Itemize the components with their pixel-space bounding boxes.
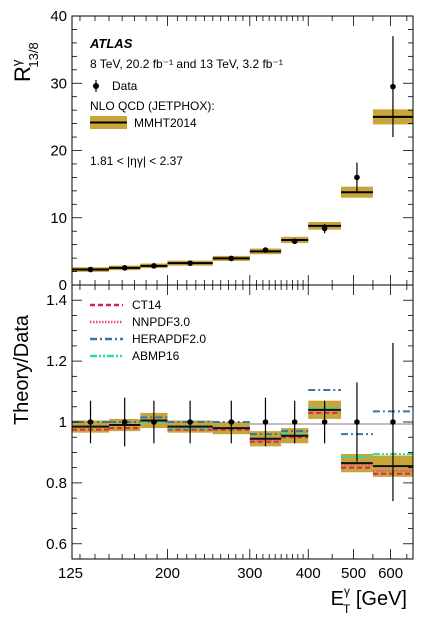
top-y-sub: 13/8	[26, 42, 41, 67]
atlas-label: ATLAS	[89, 36, 133, 51]
bot-data-point-6	[291, 419, 298, 425]
top-y-sup: γ	[9, 59, 24, 66]
top-data-point-0	[87, 266, 94, 273]
legend-data-label: Data	[112, 79, 138, 93]
top-data-point-4	[228, 255, 235, 262]
legend-label-3: ABMP16	[132, 349, 180, 363]
bot-data-point-1	[121, 419, 128, 425]
x-tick-label-500: 500	[341, 565, 366, 582]
theory-data-panel: 0.6 0.8 1 1.2 1.4 125 200 300 400 500 600 Theory/…	[11, 284, 414, 616]
top-ytick-label-0: 0	[59, 277, 67, 294]
legend-mmht-label: MMHT2014	[134, 116, 197, 130]
bot-ytick-label-3: 1.2	[46, 353, 67, 370]
bot-data-point-7	[321, 419, 328, 425]
x-tick-label-200: 200	[155, 565, 180, 582]
bot-ytick-label-4: 1.4	[46, 292, 67, 309]
bottom-y-axis-title: Theory/Data	[11, 314, 33, 425]
top-y-main: R	[10, 66, 35, 82]
region-text: 1.81 < |ηγ| < 2.37	[90, 154, 183, 168]
top-ytick-label-20: 20	[50, 143, 67, 160]
legend-theory-header: NLO QCD (JETPHOX):	[90, 99, 215, 113]
bot-data-point-4	[228, 419, 235, 425]
x-title-unit: [GeV]	[350, 588, 407, 610]
ratio-panel: 0 10 20 30 40 Rγ 13/8 ATLAS 8 TeV, 20.2 fb⁻¹ …	[9, 8, 414, 294]
x-tick-label-400: 400	[296, 565, 321, 582]
top-data-point-8	[354, 174, 360, 181]
top-ytick-label-40: 40	[50, 8, 67, 25]
top-data-point-6	[291, 238, 298, 245]
lumi-text: 8 TeV, 20.2 fb⁻¹ and 13 TeV, 3.2 fb⁻¹	[90, 57, 283, 71]
x-tick-label-600: 600	[378, 565, 403, 582]
top-data-point-7	[321, 225, 328, 232]
bot-data-point-9	[390, 419, 396, 425]
bot-data-point-3	[187, 419, 193, 425]
x-title-main: E	[331, 588, 344, 610]
x-tick-label-300: 300	[237, 565, 262, 582]
top-data-point-9	[390, 83, 396, 90]
bot-ytick-label-0: 0.6	[46, 536, 67, 553]
legend-label-2: HERAPDF2.0	[132, 332, 206, 346]
bot-data-point-2	[151, 419, 157, 425]
x-title-sup: γ	[344, 584, 350, 598]
bot-data-point-8	[354, 419, 360, 425]
top-data-point-5	[262, 247, 269, 253]
bot-data-point-0	[87, 419, 94, 425]
top-ytick-label-30: 30	[50, 75, 67, 92]
top-data-point-2	[151, 263, 157, 269]
legend-label-0: CT14	[132, 298, 162, 312]
x-axis-title: Eγ T [GeV]	[331, 584, 407, 616]
x-tick-label-125: 125	[58, 565, 83, 582]
legend-label-1: NNPDF3.0	[132, 315, 190, 329]
x-title-sub: T	[343, 602, 351, 616]
bot-ytick-label-2: 1	[59, 414, 67, 431]
top-ytick-label-10: 10	[50, 210, 67, 227]
top-y-axis-title: Rγ 13/8	[9, 42, 41, 82]
bot-data-point-5	[262, 419, 269, 425]
bot-ytick-label-1: 0.8	[46, 475, 67, 492]
top-data-point-3	[187, 260, 193, 266]
top-data-point-1	[121, 265, 128, 271]
